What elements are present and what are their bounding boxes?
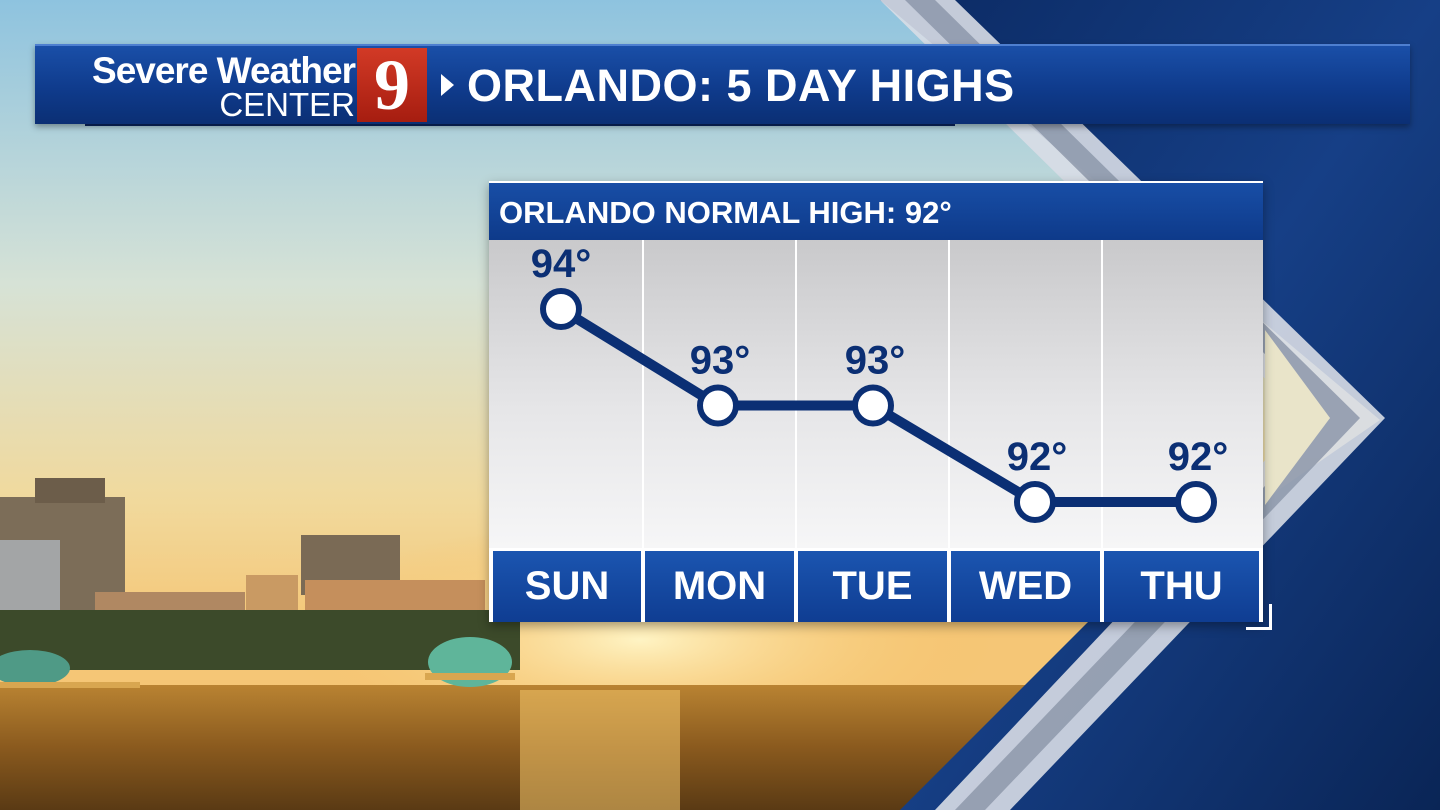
station-logo: Severe Weather CENTER 9 bbox=[35, 46, 430, 124]
header-bar: Severe Weather CENTER 9 ORLANDO: 5 DAY H… bbox=[35, 44, 1410, 124]
day-label-thu: THU bbox=[1104, 551, 1259, 622]
data-point-mon bbox=[697, 384, 739, 427]
data-point-sun bbox=[540, 288, 582, 330]
chart-header: ORLANDO NORMAL HIGH: 92° bbox=[489, 181, 1263, 240]
chart-card: ORLANDO NORMAL HIGH: 92° 94° 93° 93° 92° 92°… bbox=[489, 181, 1263, 622]
data-point-wed bbox=[1014, 481, 1056, 523]
line-chart: 94° 93° 93° 92° 92° bbox=[531, 240, 1229, 548]
day-label-tue: TUE bbox=[798, 551, 947, 622]
page-title: ORLANDO: 5 DAY HIGHS bbox=[467, 60, 1015, 111]
data-label-mon: 93° bbox=[690, 339, 751, 383]
logo-number: 9 bbox=[357, 48, 427, 122]
logo-line2: CENTER bbox=[219, 86, 355, 123]
data-label-wed: 92° bbox=[1007, 435, 1068, 479]
logo-line1: Severe Weather bbox=[92, 50, 356, 91]
day-axis: SUN MON TUE WED THU bbox=[489, 548, 1263, 622]
day-label-mon: MON bbox=[645, 551, 794, 622]
chart-title: ORLANDO NORMAL HIGH: 92° bbox=[499, 195, 952, 230]
day-label-sun: SUN bbox=[493, 551, 641, 622]
title-arrow-icon bbox=[441, 74, 454, 96]
corner-bracket bbox=[1246, 604, 1272, 630]
data-label-sun: 94° bbox=[531, 242, 592, 286]
plot-area: 94° 93° 93° 92° 92° bbox=[489, 240, 1263, 548]
data-label-tue: 93° bbox=[845, 339, 906, 383]
data-point-thu bbox=[1175, 481, 1217, 523]
data-label-thu: 92° bbox=[1168, 435, 1229, 479]
data-point-tue bbox=[852, 384, 894, 427]
day-label-wed: WED bbox=[951, 551, 1100, 622]
